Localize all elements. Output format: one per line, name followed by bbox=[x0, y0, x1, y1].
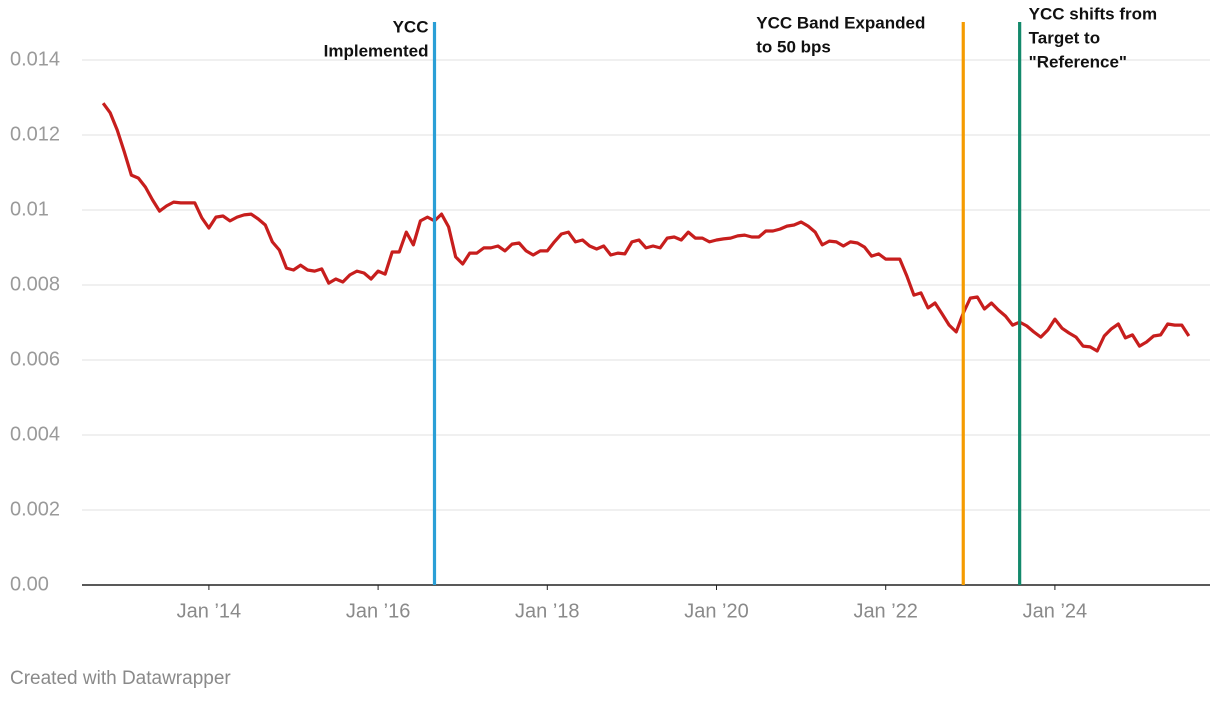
y-tick-label: 0.00 bbox=[10, 573, 49, 595]
footer: Created with Datawrapper bbox=[10, 668, 231, 689]
y-tick-label: 0.008 bbox=[10, 273, 60, 295]
annotation-text: Target to bbox=[1029, 28, 1100, 47]
y-tick-label: 0.004 bbox=[10, 423, 60, 445]
x-tick-label: Jan ’22 bbox=[853, 600, 918, 622]
x-tick-label: Jan ’14 bbox=[177, 600, 242, 622]
annotation-text: "Reference" bbox=[1029, 52, 1127, 71]
annotation-text: YCC bbox=[393, 17, 429, 36]
x-tick-label: Jan ’16 bbox=[346, 600, 411, 622]
y-tick-label: 0.014 bbox=[10, 48, 60, 70]
x-tick-label: Jan ’24 bbox=[1023, 600, 1088, 622]
x-tick-label: Jan ’20 bbox=[684, 600, 749, 622]
annotation-text: Implemented bbox=[324, 41, 429, 60]
annotation-text: to 50 bps bbox=[756, 37, 831, 56]
x-tick-label: Jan ’18 bbox=[515, 600, 580, 622]
data-line bbox=[101, 102, 1191, 353]
annotation-text: YCC Band Expanded bbox=[756, 13, 925, 32]
y-tick-label: 0.012 bbox=[10, 123, 60, 145]
annotation-text: YCC shifts from bbox=[1029, 4, 1157, 23]
y-tick-label: 0.006 bbox=[10, 348, 60, 370]
y-tick-label: 0.002 bbox=[10, 498, 60, 520]
y-tick-label: 0.01 bbox=[10, 198, 49, 220]
